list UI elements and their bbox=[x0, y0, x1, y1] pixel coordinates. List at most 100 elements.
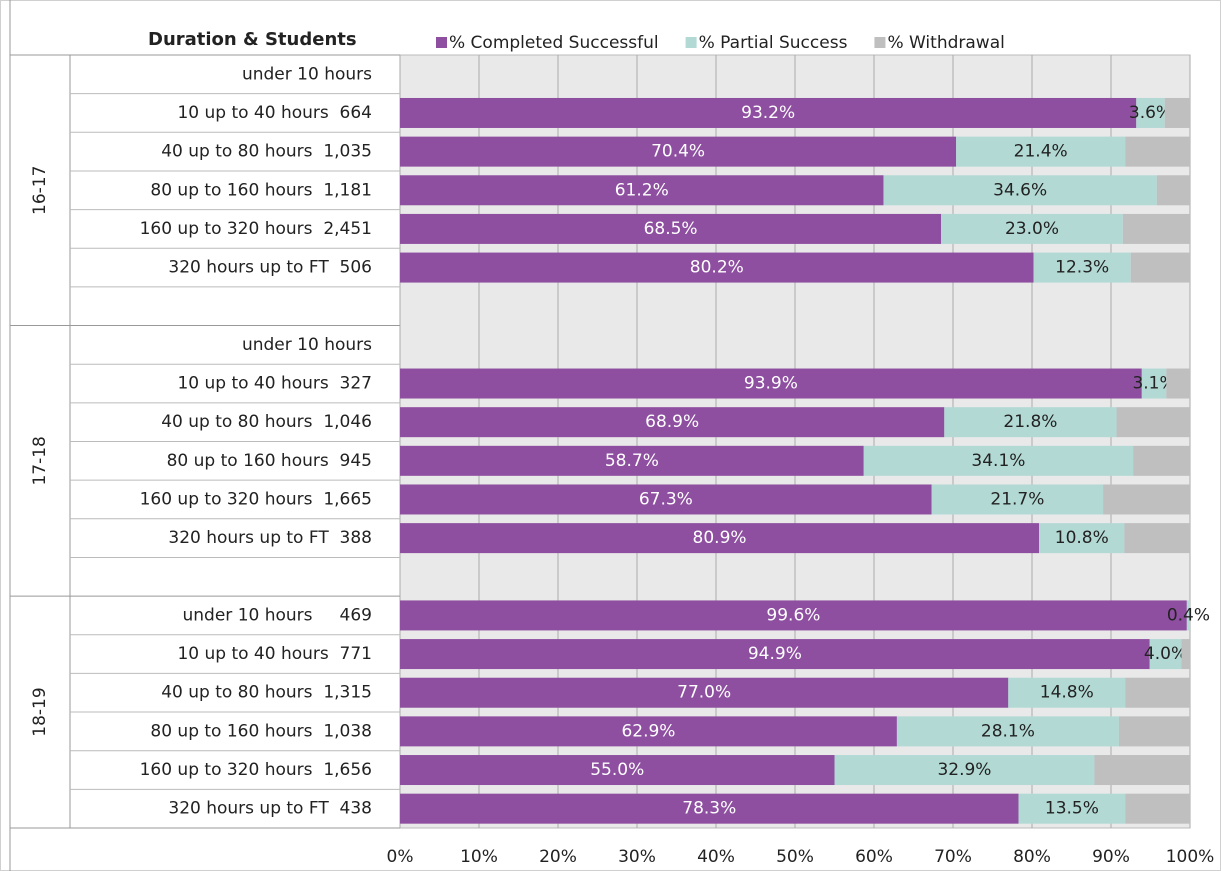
x-tick-label: 60% bbox=[855, 847, 893, 867]
x-tick-label: 90% bbox=[1092, 847, 1130, 867]
bar-segment bbox=[400, 252, 1034, 283]
bar-segment bbox=[863, 445, 1134, 476]
bar-segment bbox=[400, 484, 932, 515]
x-tick-label: 10% bbox=[460, 847, 498, 867]
bar-segment bbox=[400, 445, 864, 476]
legend-swatch bbox=[685, 37, 697, 48]
y-tick-label: 80 up to 160 hours 945 bbox=[167, 451, 372, 471]
data-label: 68.5% bbox=[644, 219, 698, 239]
bar-segment bbox=[1166, 368, 1190, 399]
data-label: 4.0% bbox=[1144, 644, 1187, 664]
data-label: 70.4% bbox=[651, 142, 705, 162]
bar-segment bbox=[1018, 793, 1126, 824]
y-tick-label: under 10 hours bbox=[242, 64, 372, 84]
bar-segment bbox=[1181, 639, 1190, 670]
bar-segment bbox=[1125, 677, 1190, 708]
data-label: 80.2% bbox=[690, 258, 744, 278]
bar-segment bbox=[834, 755, 1095, 786]
bar-segment bbox=[1136, 97, 1165, 128]
data-label: 67.3% bbox=[639, 489, 693, 509]
bar-segment bbox=[400, 407, 945, 438]
y-tick-label: 320 hours up to FT 438 bbox=[168, 799, 372, 819]
data-label: 34.6% bbox=[993, 180, 1047, 200]
legend-label: % Withdrawal bbox=[887, 33, 1004, 53]
y-tick-label: 320 hours up to FT 388 bbox=[168, 528, 372, 548]
group-label: 16-17 bbox=[30, 166, 50, 215]
data-label: 62.9% bbox=[621, 721, 675, 741]
bar-segment bbox=[1130, 252, 1190, 283]
bar-segment bbox=[400, 523, 1040, 554]
data-label: 10.8% bbox=[1055, 528, 1109, 548]
y-tick-label: 320 hours up to FT 506 bbox=[168, 258, 372, 278]
chart-title: Duration & Students bbox=[148, 29, 357, 50]
data-label: 12.3% bbox=[1055, 258, 1109, 278]
y-tick-label: under 10 hours 469 bbox=[183, 605, 373, 625]
bar-segment bbox=[400, 175, 884, 206]
bar-segment bbox=[1133, 445, 1190, 476]
data-label: 3.1% bbox=[1132, 374, 1175, 394]
y-tick-label: 40 up to 80 hours 1,035 bbox=[161, 142, 372, 162]
y-tick-label: 10 up to 40 hours 327 bbox=[177, 374, 372, 394]
bar-segment bbox=[931, 484, 1104, 515]
y-tick-label: 160 up to 320 hours 2,451 bbox=[140, 219, 372, 239]
bar-segment bbox=[400, 639, 1150, 670]
y-tick-label: 40 up to 80 hours 1,315 bbox=[161, 683, 372, 703]
legend-swatch bbox=[874, 37, 886, 48]
data-label: 21.8% bbox=[1003, 412, 1057, 432]
bar-segment bbox=[1124, 523, 1190, 554]
bar-segment bbox=[400, 97, 1137, 128]
data-label: 93.9% bbox=[744, 374, 798, 394]
x-tick-label: 30% bbox=[618, 847, 656, 867]
bar-segment bbox=[1125, 136, 1190, 167]
bar-segment bbox=[400, 755, 835, 786]
data-label: 21.4% bbox=[1014, 142, 1068, 162]
data-label: 28.1% bbox=[981, 721, 1035, 741]
bar-segment bbox=[400, 677, 1009, 708]
data-label: 80.9% bbox=[693, 528, 747, 548]
data-label: 0.4% bbox=[1167, 605, 1210, 625]
data-label: 93.2% bbox=[741, 103, 795, 123]
data-label: 78.3% bbox=[682, 799, 736, 819]
data-label: 94.9% bbox=[748, 644, 802, 664]
y-tick-label: under 10 hours bbox=[242, 335, 372, 355]
bar-segment bbox=[896, 716, 1119, 747]
bar-segment bbox=[1118, 716, 1190, 747]
x-tick-label: 0% bbox=[387, 847, 414, 867]
y-tick-label: 160 up to 320 hours 1,656 bbox=[140, 760, 372, 780]
y-tick-label: 80 up to 160 hours 1,181 bbox=[150, 180, 372, 200]
data-label: 58.7% bbox=[605, 451, 659, 471]
bar-segment bbox=[400, 600, 1187, 631]
bar-segment bbox=[1156, 175, 1190, 206]
data-label: 55.0% bbox=[590, 760, 644, 780]
bar-segment bbox=[1094, 755, 1190, 786]
x-tick-label: 100% bbox=[1166, 847, 1215, 867]
x-tick-label: 80% bbox=[1013, 847, 1051, 867]
bar-segment bbox=[1125, 793, 1190, 824]
data-label: 3.6% bbox=[1129, 103, 1172, 123]
bar-segment bbox=[1103, 484, 1190, 515]
bar-segment bbox=[400, 793, 1019, 824]
bar-segment bbox=[1186, 600, 1190, 631]
bar-segment bbox=[1116, 407, 1190, 438]
bar-segment bbox=[944, 407, 1117, 438]
data-label: 14.8% bbox=[1040, 683, 1094, 703]
bar-segment bbox=[1149, 639, 1182, 670]
data-label: 21.7% bbox=[990, 489, 1044, 509]
bar-segment bbox=[956, 136, 1126, 167]
bar-segment bbox=[1039, 523, 1125, 554]
bar-segment bbox=[400, 213, 942, 244]
data-label: 77.0% bbox=[677, 683, 731, 703]
bar-segment bbox=[400, 716, 897, 747]
legend-label: % Completed Successful bbox=[449, 33, 659, 53]
y-tick-label: 40 up to 80 hours 1,046 bbox=[161, 412, 372, 432]
legend-swatch bbox=[436, 37, 447, 48]
bar-segment bbox=[1141, 368, 1167, 399]
data-label: 34.1% bbox=[971, 451, 1025, 471]
bar-segment bbox=[400, 368, 1142, 399]
group-label: 17-18 bbox=[30, 436, 50, 485]
bar-segment bbox=[941, 213, 1123, 244]
y-tick-label: 10 up to 40 hours 664 bbox=[177, 103, 372, 123]
group-label: 18-19 bbox=[30, 687, 50, 736]
data-label: 13.5% bbox=[1045, 799, 1099, 819]
